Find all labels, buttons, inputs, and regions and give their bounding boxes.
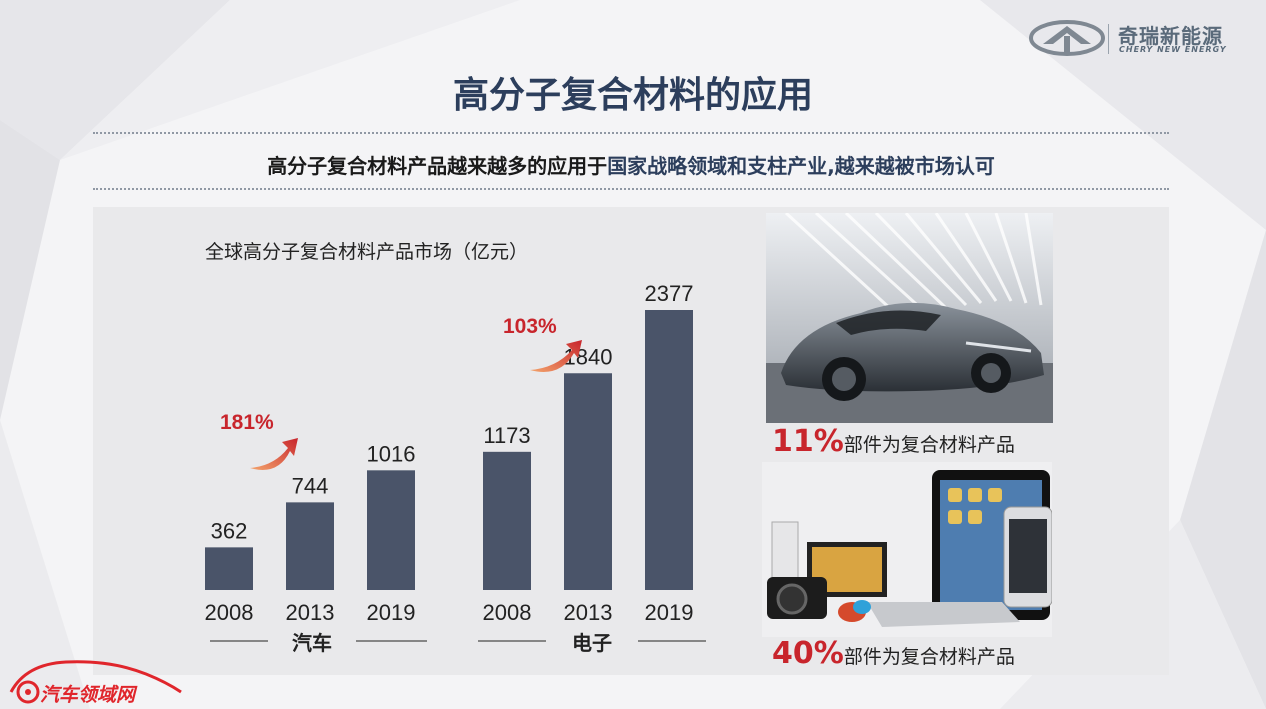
- group-label: 汽车: [292, 631, 332, 655]
- divider-bottom: [93, 188, 1169, 190]
- bar-value-label: 362: [211, 518, 248, 543]
- bar-value-label: 2377: [645, 281, 694, 306]
- electronics-image: [762, 462, 1052, 637]
- sports-car-illustration: [766, 213, 1053, 423]
- group-label: 电子: [572, 631, 612, 655]
- subtitle: 高分子复合材料产品越来越多的应用于国家战略领域和支柱产业,越来越被市场认可: [93, 150, 1169, 179]
- category-label: 2008: [483, 600, 532, 625]
- category-label: 2019: [645, 600, 694, 625]
- bar-电子-2019: [645, 310, 693, 590]
- bar-chart: 3622008744201310162019汽车181%117320081840…: [205, 281, 706, 655]
- brand-name-en: CHERY NEW ENERGY: [1119, 45, 1227, 54]
- bar-电子-2013: [564, 373, 612, 590]
- bar-汽车-2008: [205, 547, 253, 590]
- logo-divider: [1108, 24, 1109, 54]
- electronics-stat-percent: 40%: [772, 636, 844, 671]
- page-title: 高分子复合材料的应用: [452, 75, 813, 116]
- bar-value-label: 744: [292, 473, 329, 498]
- electronics-stat-text: 部件为复合材料产品: [843, 646, 1015, 668]
- category-label: 2019: [367, 600, 416, 625]
- car-stat: 11%部件为复合材料产品: [772, 424, 1015, 459]
- bar-value-label: 1016: [367, 441, 416, 466]
- category-label: 2013: [564, 600, 613, 625]
- bar-电子-2008: [483, 451, 531, 590]
- category-label: 2008: [205, 600, 254, 625]
- car-stat-percent: 11%: [772, 424, 844, 459]
- electronics-illustration: [762, 462, 1052, 637]
- bar-汽车-2019: [367, 470, 415, 590]
- chery-logo: [1029, 20, 1105, 56]
- subtitle-part1: 高分子复合材料产品越来越多的应用于: [267, 154, 608, 178]
- chart-title: 全球高分子复合材料产品市场（亿元）: [205, 241, 529, 263]
- car-image: [766, 213, 1053, 423]
- car-stat-text: 部件为复合材料产品: [843, 434, 1015, 456]
- growth-label: 181%: [220, 411, 274, 434]
- watermark-text: 汽车领域网: [40, 684, 136, 706]
- brand-name-cn: 奇瑞新能源: [1118, 24, 1223, 48]
- growth-label: 103%: [503, 315, 557, 338]
- watermark-logo: [9, 660, 182, 704]
- growth-arrow: [530, 340, 582, 372]
- subtitle-part3: ,越来越被市场认可: [827, 154, 995, 178]
- divider-top: [93, 132, 1169, 134]
- category-label: 2013: [286, 600, 335, 625]
- electronics-stat: 40%部件为复合材料产品: [772, 636, 1015, 671]
- growth-arrow: [250, 438, 298, 470]
- bar-汽车-2013: [286, 502, 334, 590]
- bar-value-label: 1173: [483, 423, 530, 448]
- subtitle-part2: 国家战略领域和支柱产业: [607, 154, 828, 178]
